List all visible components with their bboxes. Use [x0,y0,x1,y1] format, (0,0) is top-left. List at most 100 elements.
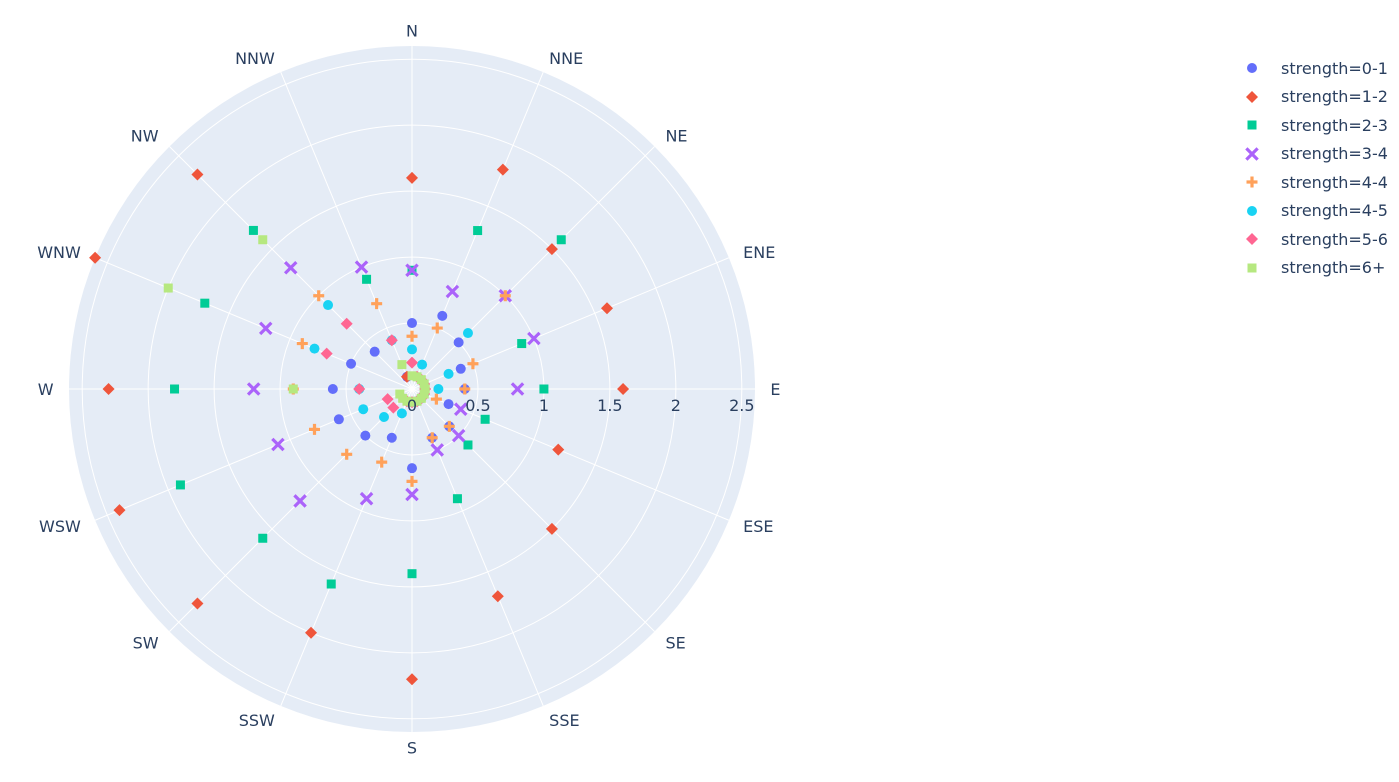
legend: strength=0-1 strength=1-2 strength=2-3 stre… [1232,54,1388,282]
data-point [406,171,418,184]
data-point [296,338,308,350]
angular-gridline [169,388,413,632]
data-point [467,358,479,370]
angular-tick-label: SSW [239,711,275,730]
data-point [191,168,204,181]
angular-tick-label: SE [665,633,685,652]
data-point [412,396,422,406]
data-point [385,334,398,347]
data-point [386,432,397,443]
data-point [510,382,525,396]
data-point [407,463,417,474]
data-point [407,397,417,407]
data-point [426,432,438,444]
legend-label: strength=2-3 [1281,115,1388,135]
data-point [445,284,460,299]
data-point [433,384,444,394]
data-point [258,533,268,543]
series-8 [163,235,430,407]
legend-item[interactable]: strength=4-5 [1232,197,1388,226]
data-point [341,448,353,460]
data-point [491,590,504,603]
data-point [354,260,369,274]
data-point [387,401,400,414]
legend-label: strength=5-6 [1281,229,1388,249]
angular-tick-label: NNW [235,49,275,68]
data-point [496,163,509,176]
data-point [407,371,417,381]
data-point [395,389,405,399]
data-point [480,414,490,424]
legend-marker [1247,63,1257,74]
data-point [360,430,371,441]
radial-tick-label: 1.5 [597,396,622,415]
legend-symbol [1246,233,1258,246]
data-point [323,300,334,311]
data-point [406,673,418,686]
legend-item[interactable]: strength=1-2 [1232,83,1388,112]
data-point [617,383,630,395]
data-point [376,456,388,468]
data-point [430,443,445,457]
angular-gridline [94,257,413,390]
data-point [517,339,527,349]
data-point [396,408,407,419]
radial-tick-label: 2.5 [729,396,754,415]
legend-marker [1246,176,1258,188]
legend-marker [1247,205,1257,216]
data-point [293,494,307,508]
data-point [346,358,357,369]
data-point [431,322,443,334]
legend-item[interactable]: strength=3-4 [1232,140,1388,169]
angular-gridline [411,388,730,521]
data-point [417,359,428,370]
series-6 [309,300,473,422]
data-point [459,383,471,395]
legend-item[interactable]: strength=6+ [1232,254,1388,283]
angular-tick-label: SSE [549,711,579,730]
data-point [406,356,418,369]
legend-symbol [1247,120,1257,130]
data-points [89,163,630,686]
radial-tick-label: 1 [539,396,549,415]
legend-label: strength=4-4 [1281,172,1388,192]
data-point [406,475,418,487]
legend-symbol [1246,90,1258,103]
data-point [371,298,383,310]
data-point [333,414,344,425]
data-point [288,384,298,394]
data-point [89,251,102,264]
data-point [462,328,473,339]
legend-item[interactable]: strength=0-1 [1232,54,1388,83]
data-point [443,368,454,379]
data-point [545,243,558,256]
data-point [453,402,468,416]
legend-symbol [1245,146,1259,161]
radial-tick-label: 0 [407,396,417,415]
data-point [369,346,380,357]
legend-item[interactable]: strength=5-6 [1232,225,1388,254]
radial-tick-label: 2 [671,396,681,415]
data-point [443,420,455,432]
legend-marker [1245,146,1259,161]
data-point [163,283,173,293]
data-point [200,298,210,308]
angular-tick-label: SW [133,633,159,652]
data-point [113,504,126,517]
legend-item[interactable]: strength=2-3 [1232,111,1388,140]
data-point [407,344,417,355]
data-point [246,382,261,396]
data-point [455,363,466,374]
data-point [381,393,394,406]
data-point [420,384,430,394]
data-point [407,569,417,579]
data-point [170,384,180,394]
data-point [473,226,483,236]
series-4 [246,260,541,508]
data-point [102,383,115,395]
legend-item[interactable]: strength=4-4 [1232,168,1388,197]
angular-tick-label: ENE [743,243,775,262]
angular-tick-label: WNW [37,243,81,262]
angular-tick-label: NW [131,127,159,146]
legend-marker [1246,233,1258,246]
